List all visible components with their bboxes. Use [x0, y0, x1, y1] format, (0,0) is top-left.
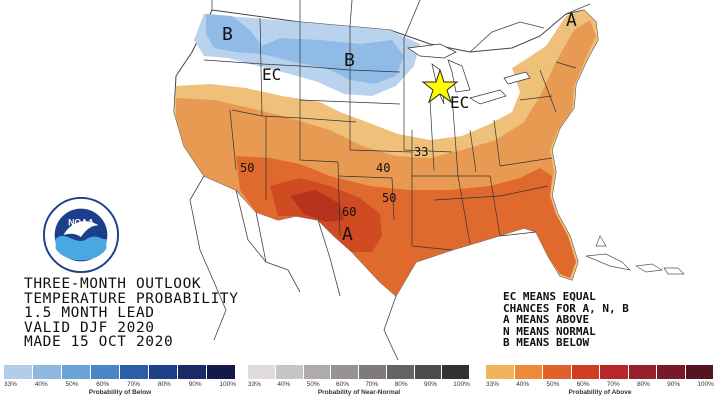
scale-normal-swatch	[359, 365, 387, 379]
scale-normal-tick: 80%	[394, 381, 408, 388]
scale-normal-tick: 60%	[335, 381, 349, 388]
scale-normal-tick: 100%	[453, 381, 470, 388]
scale-below-swatch	[149, 365, 178, 379]
scale-normal-swatch	[248, 365, 276, 379]
label-b-dakotas: B	[344, 50, 355, 71]
label-ec-midwest: EC	[450, 93, 469, 112]
scale-below-swatch	[120, 365, 149, 379]
scale-above-ticks: 33% 40% 50% 60% 70% 80% 90% 100%	[486, 381, 714, 388]
scale-below-tick: 50%	[65, 381, 79, 388]
scale-below-swatch	[91, 365, 120, 379]
scale-above-tick: 100%	[697, 381, 714, 388]
scale-normal-tick: 90%	[423, 381, 437, 388]
above-70-region	[290, 190, 344, 222]
title-line-5: MADE 15 OCT 2020	[24, 334, 174, 351]
below-40-region	[206, 14, 404, 84]
scale-below-tick: 33%	[4, 381, 18, 388]
scale-above-tick: 70%	[606, 381, 620, 388]
scale-normal-ticks: 33% 40% 50% 60% 70% 80% 90% 100%	[248, 381, 470, 388]
scale-below-tick: 100%	[219, 381, 236, 388]
noaa-logo: NOAA	[42, 196, 120, 274]
state-boundaries	[203, 17, 577, 251]
contour-label-50-south: 50	[382, 191, 396, 205]
scale-normal-swatch	[414, 365, 443, 379]
legend-note-line-5: B MEANS BELOW	[503, 336, 590, 350]
title-line-1: THREE-MONTH OUTLOOK	[24, 276, 202, 292]
star-icon	[421, 68, 459, 104]
scale-below-caption: Probability of Below	[88, 389, 152, 396]
scale-below-swatches	[4, 365, 236, 379]
scale-normal-swatch	[442, 365, 470, 379]
scale-above-tick: 33%	[486, 381, 500, 388]
scale-above-swatch	[685, 365, 714, 379]
scale-above-tick: 40%	[516, 381, 530, 388]
scale-below-tick: 60%	[96, 381, 110, 388]
scale-above-swatch	[628, 365, 657, 379]
scale-below-swatch	[207, 365, 236, 379]
scale-below-swatch	[178, 365, 207, 379]
contour-label-60: 60	[342, 205, 356, 219]
border-lines	[189, 0, 591, 361]
scale-normal-tick: 70%	[365, 381, 379, 388]
scale-below-tick: 80%	[157, 381, 171, 388]
scale-normal: 33% 40% 50% 60% 70% 80% 90% 100% Probability of…	[248, 365, 470, 401]
contour-label-50-west: 50	[240, 161, 254, 175]
scale-normal-caption: Probability of Near-Normal	[317, 389, 401, 396]
legend-note-line-4: N MEANS NORMAL	[503, 324, 596, 338]
scale-below-tick: 70%	[127, 381, 141, 388]
contour-label-40: 40	[376, 161, 390, 175]
scale-normal-swatch	[303, 365, 332, 379]
scale-above-swatch	[600, 365, 629, 379]
outlook-title-block: THREE-MONTH OUTLOOK TEMPERATURE PROBABIL…	[24, 277, 239, 350]
scale-below-tick: 90%	[188, 381, 202, 388]
scale-above-swatches	[486, 365, 714, 379]
label-a-texas: A	[342, 224, 353, 245]
scale-below-ticks: 33% 40% 50% 60% 70% 80% 90% 100%	[4, 381, 236, 388]
label-a-northeast: A	[566, 10, 577, 31]
scale-above-swatch	[571, 365, 600, 379]
label-b-northwest: B	[222, 24, 233, 45]
title-line-4: VALID DJF 2020	[24, 319, 155, 336]
scale-normal-swatch	[275, 365, 304, 379]
legend-note-line-2: CHANCES FOR A, N, B	[503, 301, 629, 315]
scale-normal-swatch	[386, 365, 415, 379]
caribbean-islands	[585, 235, 685, 275]
scale-below-swatch	[4, 365, 33, 379]
scale-above-tick: 90%	[667, 381, 681, 388]
legend-note-line-1: EC MEANS EQUAL	[503, 290, 596, 303]
title-line-2: TEMPERATURE PROBABILITY	[24, 290, 239, 307]
scale-below-swatch	[62, 365, 91, 379]
scale-above-tick: 50%	[546, 381, 560, 388]
legend-note-line-3: A MEANS ABOVE	[503, 313, 590, 327]
label-ec-west: EC	[262, 65, 281, 84]
scale-above: 33% 40% 50% 60% 70% 80% 90% 100% Probability of…	[486, 365, 714, 401]
scale-below-tick: 40%	[34, 381, 48, 388]
scale-below: 33% 40% 50% 60% 70% 80% 90% 100% Probability of…	[4, 365, 236, 401]
scale-normal-tick: 33%	[248, 381, 262, 388]
scale-above-tick: 60%	[576, 381, 590, 388]
scale-normal-tick: 40%	[277, 381, 291, 388]
scale-normal-swatch	[331, 365, 359, 379]
scale-above-swatch	[543, 365, 572, 379]
noaa-logo-text: NOAA	[68, 217, 94, 227]
contour-label-33: 33	[414, 145, 428, 159]
scale-below-swatch	[33, 365, 62, 379]
scale-above-tick: 80%	[636, 381, 650, 388]
scale-above-swatch	[514, 365, 543, 379]
scale-above-swatch	[486, 365, 515, 379]
title-line-3: 1.5 MONTH LEAD	[24, 305, 155, 322]
scale-normal-swatches	[248, 365, 470, 379]
scale-normal-tick: 50%	[306, 381, 320, 388]
legend-note: EC MEANS EQUAL CHANCES FOR A, N, B A MEA…	[503, 291, 629, 349]
scale-above-caption: Probability of Above	[568, 389, 632, 396]
scale-above-swatch	[657, 365, 686, 379]
